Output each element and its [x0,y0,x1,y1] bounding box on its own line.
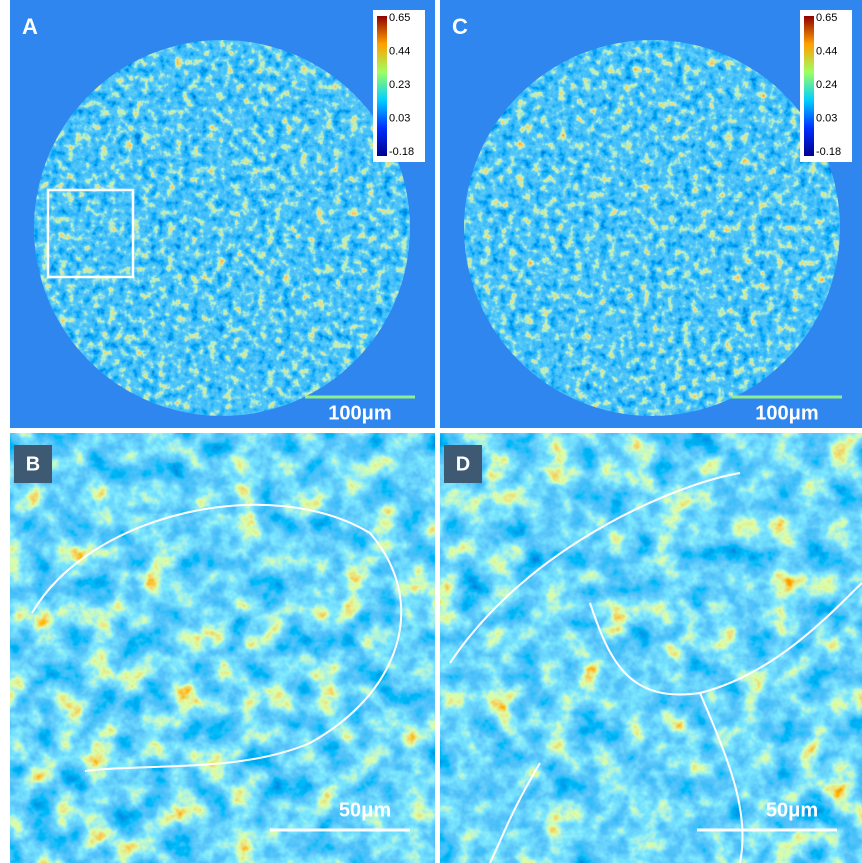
scale-bar-label: 50μm [766,799,818,821]
colorbar-tick-label: -0.18 [816,146,841,158]
panel-label: A [22,14,38,39]
colorbar [377,16,387,156]
colorbar-tick-label: 0.03 [816,112,837,124]
colorbar-tick-label: 0.44 [816,45,837,57]
colorbar [804,16,814,156]
panel: 50μm D [440,433,862,863]
colorbar-tick-label: 0.03 [389,112,410,124]
scale-bar-label: 50μm [339,799,391,821]
panel: 50μm B [10,433,435,863]
colorbar-tick-label: 0.24 [816,79,837,91]
colorbar-tick-label: 0.44 [389,45,410,57]
panel-label: D [456,453,470,475]
colorbar-tick-label: -0.18 [389,146,414,158]
scale-bar-label: 100μm [328,402,391,424]
scale-bar-label: 100μm [755,402,818,424]
panel: 0.65 0.44 0.23 0.03 -0.18 100μm A [10,0,435,428]
figure: 0.65 0.44 0.23 0.03 -0.18 100μm A 0.65 0.44 0.24 0… [0,0,862,863]
colorbar-tick-label: 0.65 [389,12,410,24]
panel-label: B [26,453,40,475]
colorbar-tick-label: 0.23 [389,79,410,91]
panel-label: C [452,14,468,39]
colorbar-tick-label: 0.65 [816,12,837,24]
